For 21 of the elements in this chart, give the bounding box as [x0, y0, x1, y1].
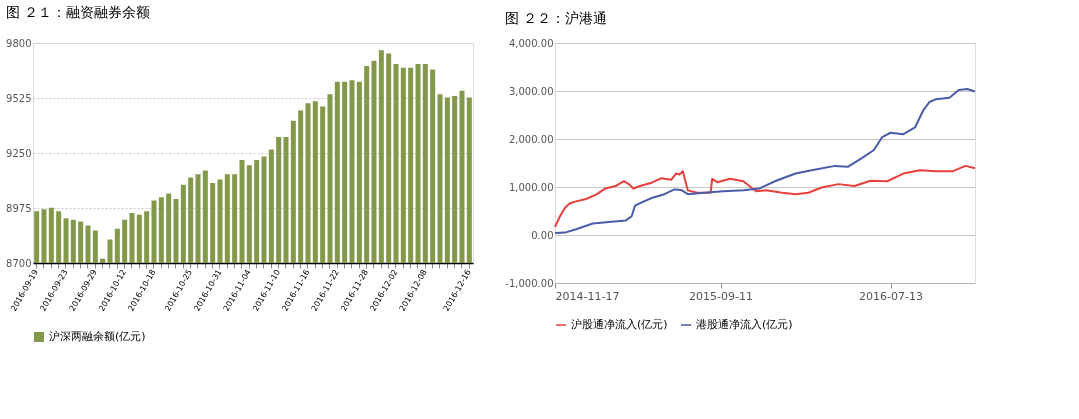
- y-tick-label: 9800: [6, 37, 32, 49]
- legend-label: 沪股通净流入(亿元): [571, 318, 668, 331]
- x-tick-label: 2015-09-11: [689, 289, 754, 303]
- y-tick-label: 8975: [6, 202, 32, 214]
- line-series: [554, 164, 976, 228]
- y-tick-label: 9250: [6, 147, 32, 159]
- y-tick-label: 2,000.00: [508, 133, 554, 145]
- line-series: [554, 88, 976, 235]
- chart-title: 图 ２２：沪港通: [504, 10, 608, 26]
- x-tick-label: 2016-07-13: [859, 289, 924, 303]
- y-tick-label: 8700: [6, 257, 32, 269]
- legend-label: 港股通净流入(亿元): [696, 318, 793, 331]
- y-tick-label: 3,000.00: [508, 85, 554, 97]
- y-tick-label: 0.00: [531, 229, 554, 241]
- x-tick-label: 2014-11-17: [555, 289, 620, 303]
- y-tick-label: 1,000.00: [508, 181, 554, 193]
- y-tick-label: 9525: [6, 92, 32, 104]
- chart-title: 图 ２１：融资融券余额: [5, 4, 150, 20]
- y-tick-label: -1,000.00: [505, 277, 554, 289]
- legend-label: 沪深两融余额(亿元): [49, 330, 146, 343]
- y-tick-label: 4,000.00: [508, 37, 554, 49]
